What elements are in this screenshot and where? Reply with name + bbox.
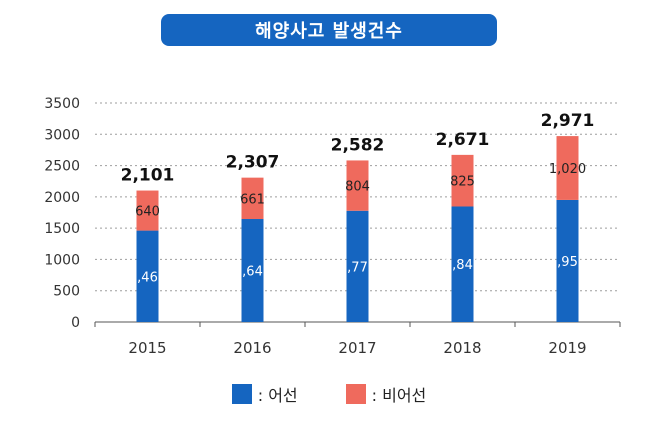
x-tick-label: 2018 <box>443 339 481 357</box>
legend: : 어선 : 비어선 <box>0 382 658 406</box>
data-label-fishing: 1,778 <box>339 260 376 275</box>
bar-nonfishing <box>451 154 474 207</box>
legend-swatch-nonfishing <box>345 384 366 404</box>
data-label-total: 2,671 <box>436 130 490 150</box>
data-label-nonfishing: 661 <box>240 192 265 207</box>
x-tick-label: 2015 <box>128 339 166 357</box>
data-label-fishing: 1,461 <box>129 270 166 285</box>
y-tick-label: 3000 <box>44 127 80 143</box>
data-label-fishing: 1,951 <box>549 255 586 270</box>
x-tick-label: 2017 <box>338 339 376 357</box>
stacked-bar-chart: 0 500 1000 1500 2000 2500 3000 3500 1,461 640 2,10… <box>44 96 621 357</box>
y-tick-label: 2000 <box>44 190 80 206</box>
y-tick-label: 1000 <box>44 252 80 268</box>
y-tick-label: 2500 <box>44 159 80 175</box>
bar-nonfishing <box>556 136 579 200</box>
chart-title: 해양사고 발생건수 <box>161 14 497 46</box>
bar-fishing <box>451 206 474 322</box>
bar-nonfishing <box>346 160 369 211</box>
bar-fishing <box>556 199 579 322</box>
bar-fishing <box>136 230 159 322</box>
data-label-total: 2,971 <box>541 111 595 131</box>
y-tick-label: 1500 <box>44 221 80 237</box>
y-tick-label: 3500 <box>44 96 80 112</box>
legend-label-fishing: : 어선 <box>257 386 298 405</box>
data-label-total: 2,101 <box>121 166 175 186</box>
data-label-fishing: 1,646 <box>234 265 271 280</box>
legend-item-nonfishing: : 비어선 <box>345 382 427 406</box>
bar-fishing <box>241 219 264 322</box>
y-tick-label: 0 <box>71 315 80 331</box>
data-label-nonfishing: 640 <box>135 205 160 220</box>
data-label-fishing: 1,846 <box>444 258 481 273</box>
data-label-total: 2,307 <box>226 153 280 173</box>
x-tick-label: 2016 <box>233 339 271 357</box>
legend-swatch-fishing <box>231 384 252 404</box>
data-label-nonfishing: 825 <box>450 175 475 190</box>
y-tick-label: 500 <box>53 284 80 300</box>
bar-fishing <box>346 210 369 322</box>
bar-nonfishing <box>241 177 264 220</box>
data-label-nonfishing: 804 <box>345 180 370 195</box>
legend-label-nonfishing: : 비어선 <box>371 386 427 405</box>
bar-nonfishing <box>136 190 159 231</box>
x-tick-label: 2019 <box>548 339 586 357</box>
legend-item-fishing: : 어선 <box>231 382 298 406</box>
data-label-total: 2,582 <box>331 135 385 155</box>
data-label-nonfishing: 1,020 <box>549 162 586 177</box>
